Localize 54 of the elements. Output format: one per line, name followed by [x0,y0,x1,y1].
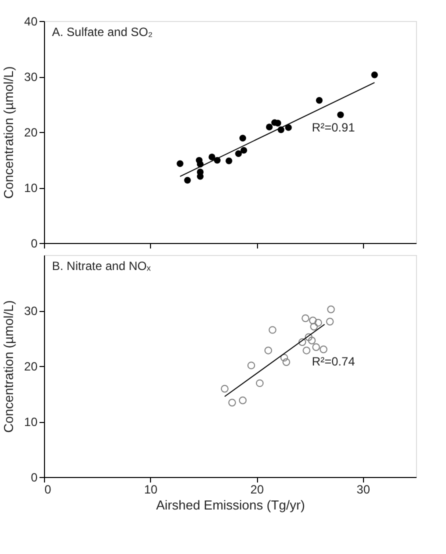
y-axis-title: Concentration (µmol/L) [1,66,16,199]
point [320,346,328,354]
x-tick-label: 20 [250,482,264,496]
point [302,346,310,354]
x-tick-label: 0 [44,482,52,496]
point [282,358,290,366]
point [280,354,288,362]
y-tick-label: 10 [24,181,38,195]
point [316,97,323,104]
point [326,318,334,326]
point [314,318,322,327]
x-axis-title: Airshed Emissions (Tg/yr) [156,498,305,512]
point [196,173,204,180]
point [327,306,335,314]
annotation: R²=0.74 [312,354,356,369]
point [228,398,236,406]
point [302,314,310,322]
point [285,124,292,131]
point [208,154,216,160]
point [310,322,318,330]
point [176,160,184,167]
point [337,111,344,118]
point [304,333,313,341]
point [247,362,256,370]
y-tick-label: 10 [24,415,38,429]
point [308,336,316,344]
point [309,316,317,324]
y-tick-label: 0 [30,470,38,484]
x-tick-label: 10 [144,482,158,496]
y-axis-title: Concentration (µmol/L) [1,300,16,433]
point [238,396,247,404]
y-tick-label: 0 [30,236,38,250]
point [266,124,273,130]
y-tick-label: 20 [24,360,38,374]
x-tick-label: 30 [356,482,370,496]
chart-title: B. Nitrate and NOₓ [52,259,151,273]
y-tick-label: 20 [24,126,38,140]
chart-title: A. Sulfate and SO₂ [52,25,154,39]
point [371,71,378,78]
point [235,150,242,157]
annotation: R²=0.91 [312,120,356,135]
point [298,338,306,346]
y-tick-label: 30 [24,304,38,318]
point [239,134,246,142]
point [220,384,229,393]
point [240,146,248,154]
point [312,343,320,351]
point [256,379,264,388]
point [184,176,191,184]
y-tick-label: 40 [24,14,38,28]
y-tick-label: 30 [24,70,38,84]
point [264,346,272,354]
point [268,326,276,334]
point [226,158,232,164]
